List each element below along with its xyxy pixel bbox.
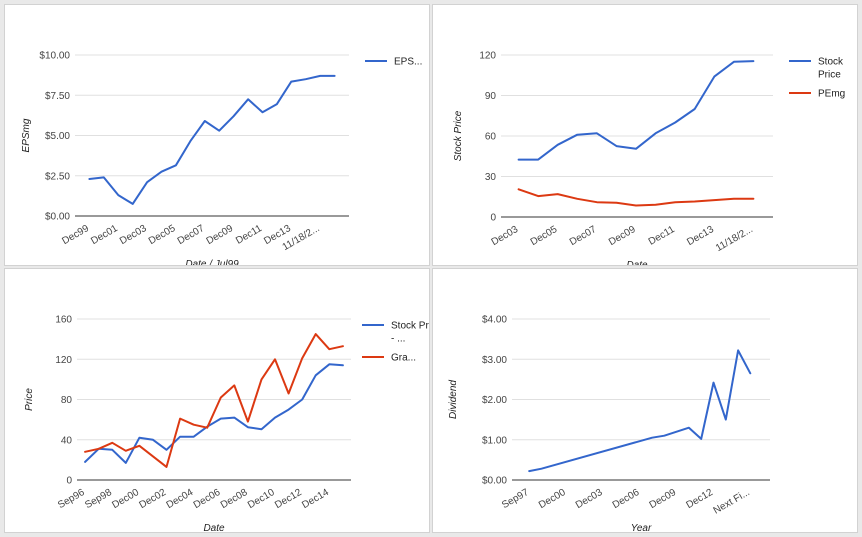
- eps-chart: $0.00$2.50$5.00$7.50$10.00Dec99Dec01Dec0…: [21, 51, 422, 266]
- x-tick-label: Dec00: [537, 487, 568, 511]
- y-tick-label: $2.50: [45, 171, 70, 182]
- graham-chart-panel: 0 40 80 120 160 Sep96 Sep98 Dec00 Dec02 Dec04 Dec0…: [4, 268, 430, 533]
- y-axis-title: Price: [24, 388, 35, 411]
- x-tick-label: Dec09: [607, 224, 638, 248]
- y-tick-label: $1.00: [482, 435, 507, 446]
- x-axis-title: Date: [203, 523, 225, 532]
- x-tick-label: Dec01: [89, 223, 120, 247]
- y-tick-label: $0.00: [482, 476, 507, 487]
- series-line: [88, 74, 336, 205]
- y-tick-label: 160: [55, 315, 72, 326]
- x-tick-label: Sep97: [500, 487, 531, 511]
- x-tick-label: Dec14: [300, 487, 331, 511]
- x-tick-label: Dec03: [490, 224, 521, 248]
- x-tick-label: Next Fi...: [712, 487, 752, 517]
- y-axis-title: Dividend: [448, 380, 459, 419]
- x-tick-label: Dec05: [147, 223, 178, 247]
- eps-chart-panel: $0.00 $2.50 $5.00 $7.50 $10.00 Dec99 Dec01 Dec0…: [4, 4, 430, 266]
- x-tick-label: Dec09: [205, 223, 236, 247]
- x-tick-label: Dec99: [60, 223, 91, 247]
- price-pe-chart: 0 30 60 90 120 Dec03 Dec05 Dec07 Dec09 Dec11 Dec13…: [453, 51, 845, 266]
- y-tick-label: 120: [479, 51, 496, 62]
- legend-label: EPS...: [394, 57, 422, 68]
- legend-label: PEmg: [818, 89, 845, 100]
- x-tick-label: Dec12: [273, 487, 304, 511]
- x-tick-label: 11/18/2...: [714, 224, 755, 254]
- series-line: [84, 333, 344, 468]
- x-tick-label: Sep98: [83, 487, 114, 511]
- y-tick-label: $3.00: [482, 355, 507, 366]
- x-axis-title: Date / Jul99: [185, 259, 239, 265]
- x-tick-label: Dec06: [192, 487, 223, 511]
- y-tick-label: $5.00: [45, 131, 70, 142]
- y-axis-title: EPSmg: [21, 118, 32, 152]
- y-tick-label: 80: [61, 395, 73, 406]
- series-line: [84, 363, 344, 464]
- y-tick-label: 0: [66, 476, 72, 487]
- x-tick-label: Dec13: [685, 224, 716, 248]
- price-pe-chart-panel: 0 30 60 90 120 Dec03 Dec05 Dec07 Dec09 Dec11 Dec13…: [432, 4, 858, 266]
- y-tick-label: 30: [485, 172, 497, 183]
- x-tick-label: Dec12: [684, 487, 715, 511]
- x-tick-label: Dec00: [110, 487, 141, 511]
- x-tick-label: Dec02: [137, 487, 168, 511]
- y-tick-label: $0.00: [45, 212, 70, 223]
- x-tick-label: Dec07: [176, 223, 207, 247]
- x-tick-label: Dec09: [648, 487, 679, 511]
- legend-label: Stock Price- ...: [391, 321, 429, 345]
- y-tick-label: 120: [55, 355, 72, 366]
- series-line: [517, 188, 755, 207]
- y-tick-label: 90: [485, 91, 497, 102]
- y-tick-label: $7.50: [45, 91, 70, 102]
- x-tick-label: Dec10: [246, 487, 277, 511]
- x-axis-title: Date: [626, 260, 648, 265]
- x-tick-label: Dec07: [568, 224, 599, 248]
- legend-label: Gra...: [391, 353, 416, 364]
- y-tick-label: $10.00: [39, 51, 70, 62]
- legend-label: Stock Price: [818, 57, 844, 81]
- x-tick-label: Dec06: [611, 487, 642, 511]
- y-tick-label: 0: [490, 213, 496, 224]
- x-tick-label: Dec11: [234, 223, 264, 247]
- x-tick-label: Dec05: [529, 224, 560, 248]
- x-tick-label: Dec11: [647, 224, 677, 248]
- x-tick-label: Dec08: [219, 487, 250, 511]
- x-tick-label: Dec03: [574, 487, 605, 511]
- dividend-chart-panel: $0.00 $1.00 $2.00 $3.00 $4.00 Sep97 Dec00 Dec03…: [432, 268, 858, 533]
- graham-chart: 04080120160Sep96Sep98Dec00Dec02Dec04Dec0…: [24, 315, 429, 533]
- x-tick-label: Dec04: [165, 487, 196, 511]
- x-axis-title: Year: [631, 523, 652, 532]
- x-tick-label: Dec03: [118, 223, 149, 247]
- y-axis-title: Stock Price: [453, 110, 464, 161]
- y-tick-label: 60: [485, 132, 497, 143]
- y-tick-label: $2.00: [482, 395, 507, 406]
- x-tick-label: Sep96: [56, 487, 87, 511]
- dividend-chart: $0.00 $1.00 $2.00 $3.00 $4.00 Sep97 Dec00 Dec03…: [448, 315, 770, 532]
- y-tick-label: 40: [61, 435, 73, 446]
- series-line: [528, 349, 752, 473]
- series-line: [517, 60, 755, 161]
- y-tick-label: $4.00: [482, 315, 507, 326]
